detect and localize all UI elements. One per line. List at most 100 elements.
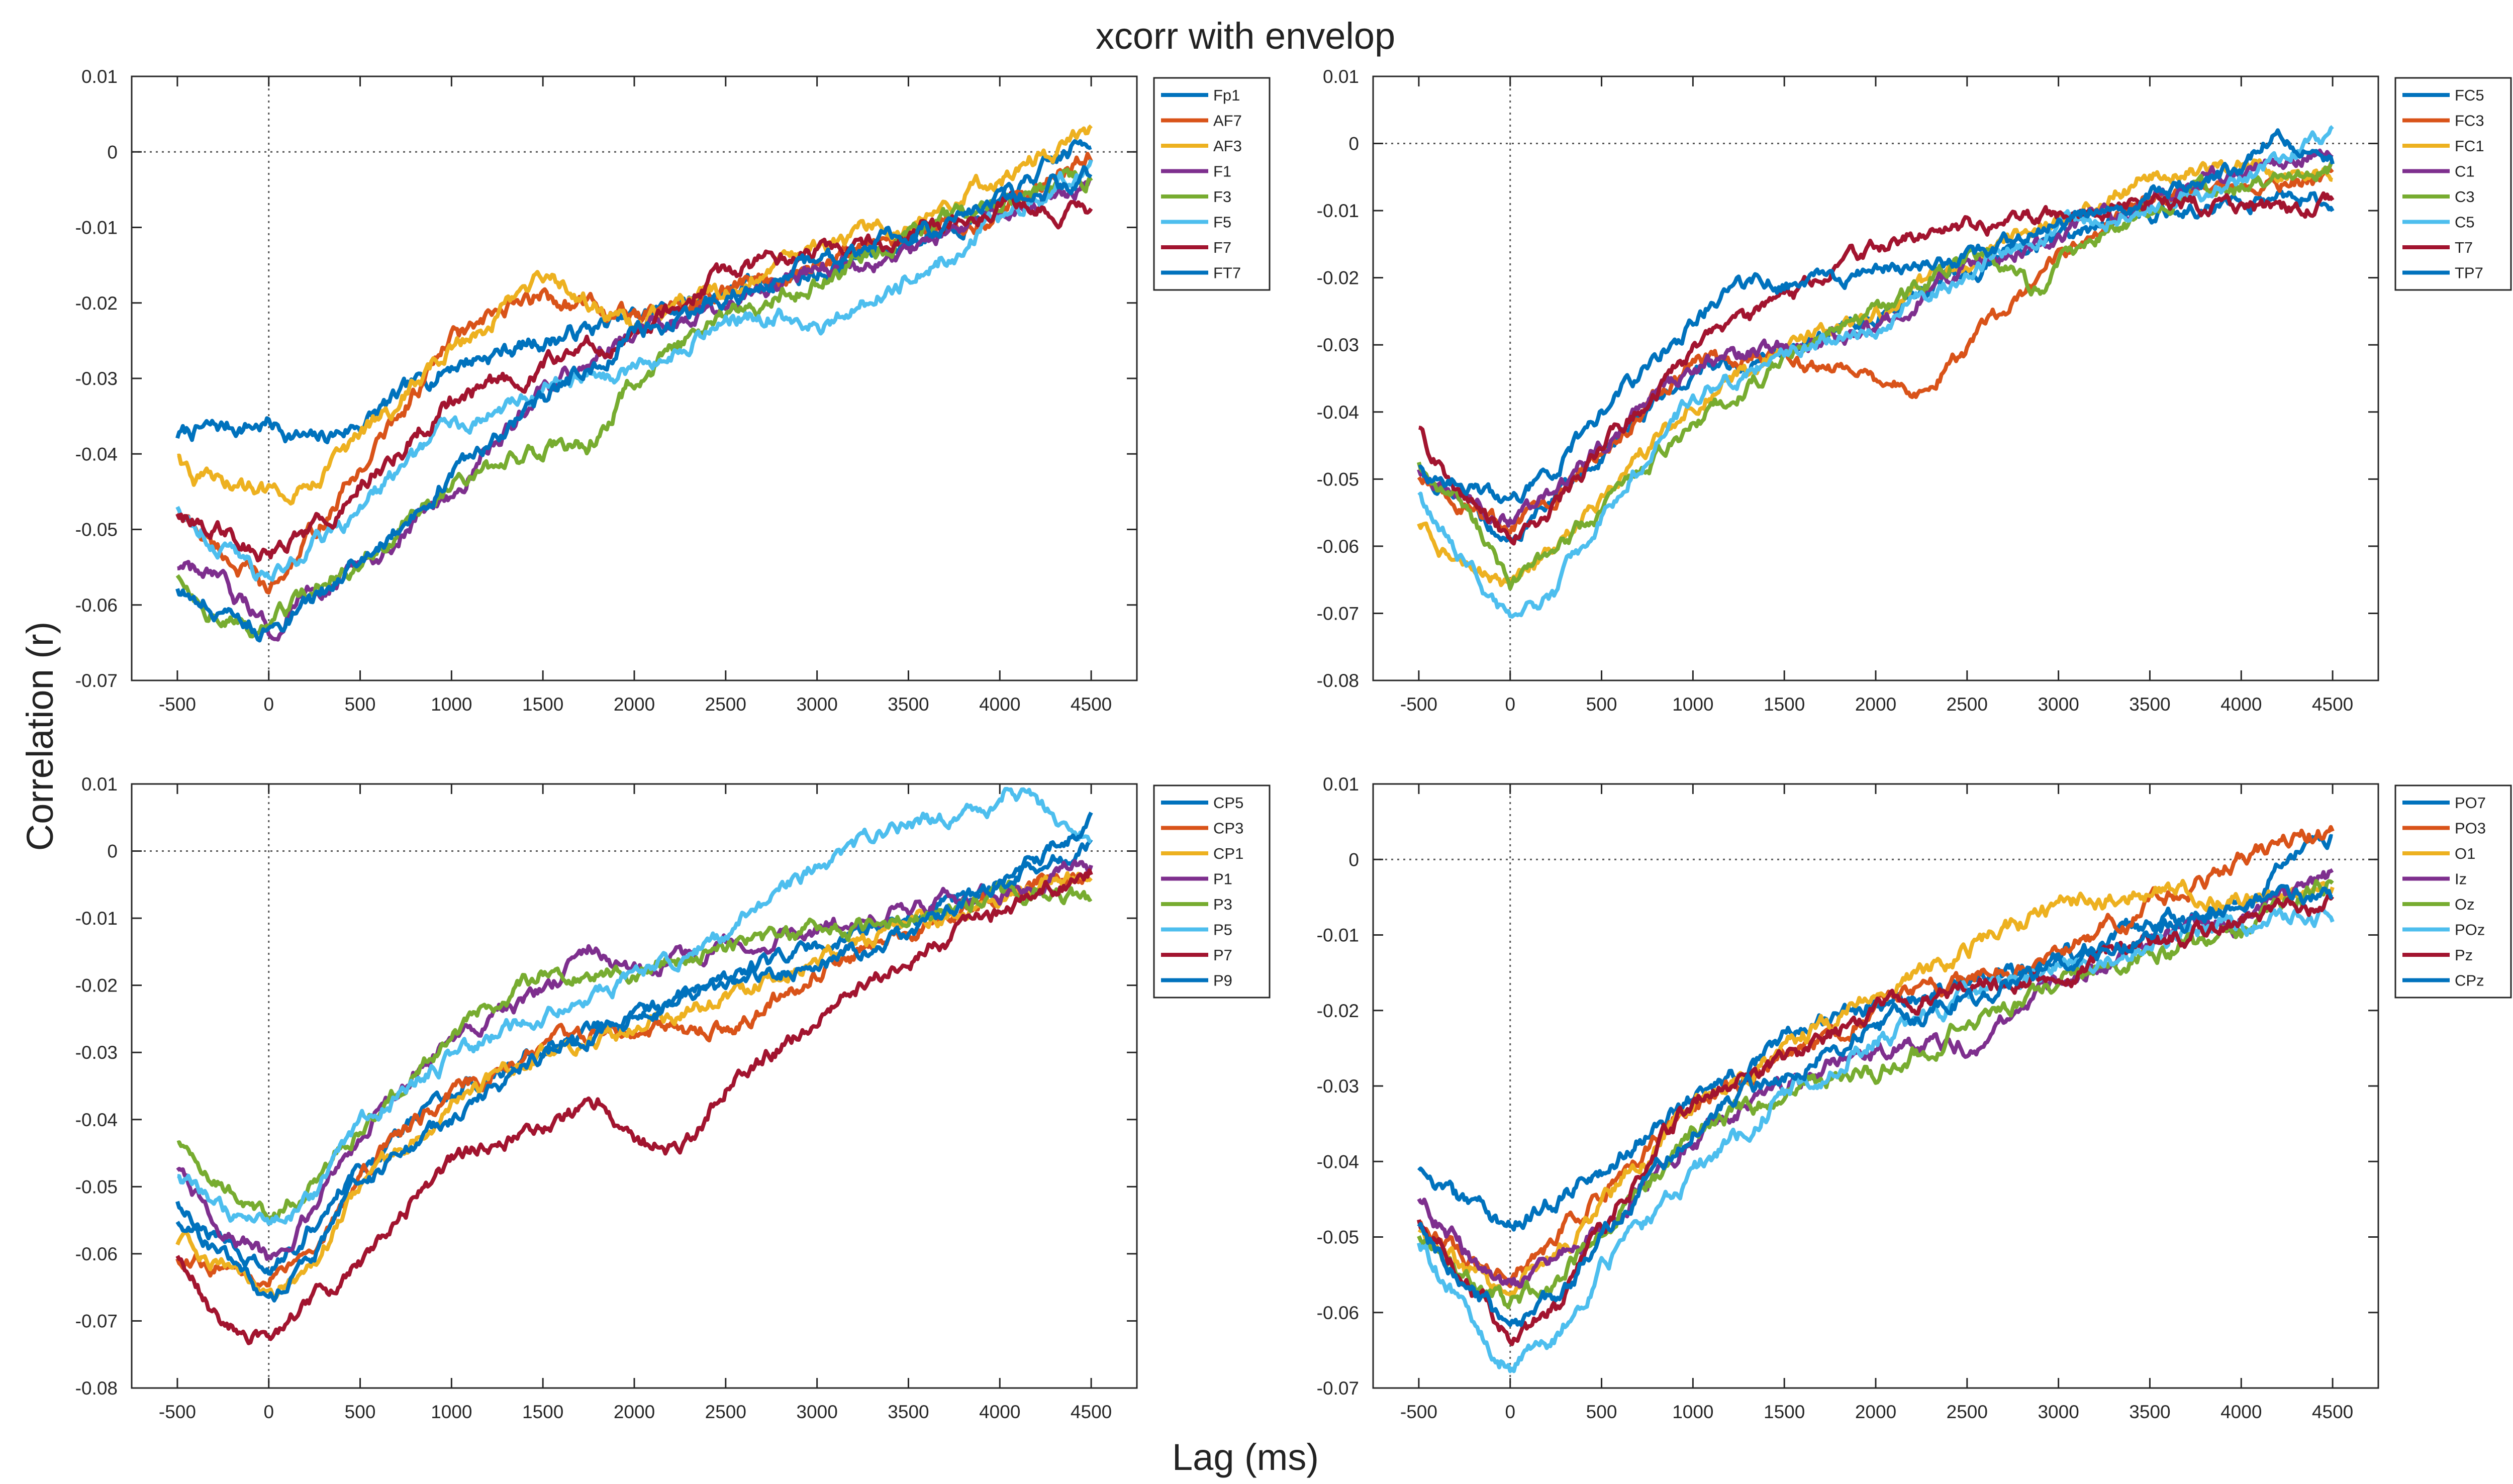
x-tick-label: 500: [345, 694, 376, 715]
legend-entry: F1: [1213, 163, 1231, 180]
y-tick-label: -0.05: [1317, 469, 1359, 489]
x-tick-label: 0: [263, 1402, 274, 1422]
y-tick-label: -0.06: [75, 1244, 118, 1264]
legend-entry: Fp1: [1213, 86, 1240, 104]
y-tick-label: -0.01: [1317, 925, 1359, 946]
x-tick-label: 4000: [2220, 1402, 2262, 1422]
y-tick-label: 0: [107, 841, 118, 862]
legend-entry: T7: [2455, 239, 2473, 256]
x-tick-label: -500: [159, 694, 196, 715]
x-tick-label: 1000: [1672, 694, 1713, 715]
y-tick-label: -0.04: [1317, 1151, 1359, 1172]
y-tick-label: -0.04: [75, 1110, 118, 1130]
legend-entry: F7: [1213, 239, 1231, 256]
x-tick-label: 4500: [1071, 1402, 1112, 1422]
x-tick-label: 2000: [614, 1402, 655, 1422]
legend-entry: F5: [1213, 214, 1231, 231]
x-tick-label: 4500: [1071, 694, 1112, 715]
x-tick-label: 1500: [522, 694, 563, 715]
x-tick-label: 1500: [1764, 1402, 1805, 1422]
y-tick-label: 0: [1348, 849, 1359, 870]
plot-area: [1373, 784, 2378, 1388]
x-tick-label: 1000: [431, 1402, 472, 1422]
x-tick-label: 4000: [979, 694, 1020, 715]
x-tick-label: 3000: [2038, 1402, 2079, 1422]
legend-entry: CP1: [1213, 845, 1243, 862]
y-tick-label: 0.01: [81, 774, 118, 795]
y-tick-label: -0.01: [75, 908, 118, 929]
x-tick-label: 2500: [705, 1402, 746, 1422]
y-axis-label: Correlation (r): [19, 622, 61, 851]
legend-box: [2394, 784, 2512, 999]
y-tick-label: -0.02: [1317, 1001, 1359, 1021]
series-line-p1: [176, 859, 1093, 1261]
legend-entry: P9: [1213, 972, 1232, 990]
series-line-t7: [1418, 191, 2335, 546]
y-tick-label: -0.07: [1317, 1378, 1359, 1399]
legend-entry: F3: [1213, 188, 1231, 206]
x-tick-label: 2000: [1855, 1402, 1896, 1422]
legend-entry: AF7: [1213, 112, 1242, 130]
x-tick-label: -500: [1400, 1402, 1437, 1422]
x-tick-label: 3500: [888, 1402, 929, 1422]
y-tick-label: -0.05: [75, 520, 118, 540]
subplot-1: -500 0 500 1000 1500 2000 2500 3000 3500 4000 4500…: [75, 66, 1271, 715]
x-tick-label: 4000: [979, 1402, 1020, 1422]
legend-entry: C1: [2455, 163, 2475, 180]
x-tick-label: 3000: [796, 694, 837, 715]
legend-entry: Pz: [2455, 946, 2473, 964]
legend-entry: PO7: [2455, 794, 2486, 812]
series-line-cpz: [1417, 884, 2333, 1327]
subplot-3: -500 0 500 1000 1500 2000 2500 3000 3500 4000 4500…: [75, 774, 1271, 1422]
legend-entry: PO3: [2455, 820, 2486, 837]
y-tick-label: -0.08: [75, 1378, 118, 1399]
x-tick-label: 3500: [2129, 694, 2170, 715]
series-line-f3: [175, 167, 1093, 639]
legend-entry: POz: [2455, 921, 2485, 939]
y-tick-label: 0.01: [81, 66, 118, 87]
y-tick-label: -0.06: [75, 595, 118, 616]
x-tick-label: 2500: [1947, 1402, 1988, 1422]
legend-entry: TP7: [2455, 264, 2483, 282]
x-tick-label: 1500: [522, 1402, 563, 1422]
y-tick-label: -0.07: [1317, 603, 1359, 624]
y-tick-label: -0.02: [1317, 268, 1359, 288]
legend-entry: FC1: [2455, 137, 2484, 155]
legend: Fp1 AF7 AF3 F1 F3 F5 F7 FT7: [1153, 77, 1271, 291]
y-tick-label: -0.02: [75, 975, 118, 996]
legend-entry: Oz: [2455, 896, 2475, 913]
x-tick-label: 500: [1586, 1402, 1617, 1422]
legend-entry: P7: [1213, 946, 1232, 964]
series-line-pz: [1417, 891, 2335, 1346]
legend-entry: CP3: [1213, 820, 1243, 837]
legend-entry: FC5: [2455, 86, 2484, 104]
x-tick-label: 500: [1586, 694, 1617, 715]
x-tick-label: 2500: [705, 694, 746, 715]
series-line-tp7: [1418, 128, 2335, 505]
x-tick-label: 1000: [431, 694, 472, 715]
subplot-2: -500 0 500 1000 1500 2000 2500 3000 3500 4000 4500…: [1317, 66, 2512, 715]
x-tick-label: 2000: [1855, 694, 1896, 715]
y-tick-label: 0: [107, 142, 118, 162]
x-tick-label: -500: [1400, 694, 1437, 715]
legend: CP5 CP3 CP1 P1 P3 P5 P7 P9: [1153, 784, 1271, 999]
y-tick-label: -0.07: [75, 670, 118, 691]
x-tick-label: 3000: [796, 1402, 837, 1422]
y-tick-label: -0.08: [1317, 670, 1359, 691]
y-tick-label: -0.01: [1317, 201, 1359, 221]
x-tick-label: 1000: [1672, 1402, 1713, 1422]
y-tick-label: -0.03: [1317, 335, 1359, 355]
y-tick-label: -0.06: [1317, 536, 1359, 557]
x-tick-label: 4500: [2312, 694, 2353, 715]
legend-entry: P1: [1213, 870, 1232, 888]
legend-entry: P3: [1213, 896, 1232, 913]
legend-entry: FT7: [1213, 264, 1241, 282]
series-line-cp1: [175, 871, 1093, 1300]
series-line-c5: [1417, 125, 2334, 619]
x-tick-label: 3500: [2129, 1402, 2170, 1422]
x-tick-label: 2000: [614, 694, 655, 715]
x-tick-label: 4000: [2220, 694, 2262, 715]
legend-entry: CPz: [2455, 972, 2484, 990]
x-tick-label: 1500: [1764, 694, 1805, 715]
